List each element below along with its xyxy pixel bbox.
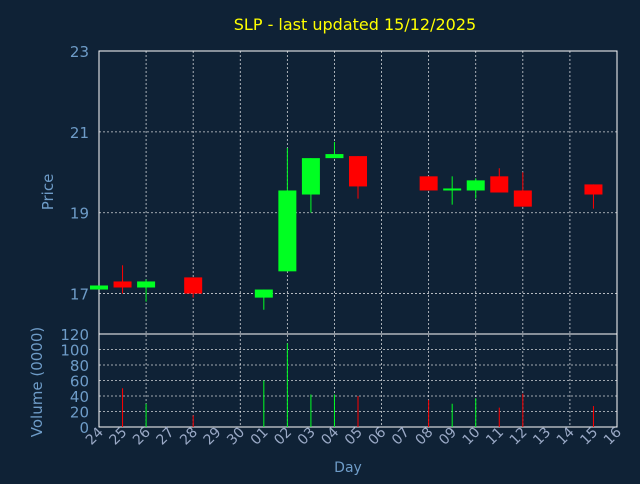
candle-body [254, 289, 273, 298]
x-tick-label: 05 [342, 425, 366, 449]
x-tick-label: 02 [271, 425, 295, 449]
candle-body [466, 180, 485, 191]
x-tick-label: 08 [413, 425, 437, 449]
candle-body [278, 190, 297, 272]
price-tick-label: 17 [70, 286, 89, 304]
candle-body [349, 156, 367, 187]
grid-layer [99, 50, 617, 427]
candle-body [584, 184, 603, 195]
x-tick-label: 27 [154, 425, 178, 449]
x-tick-label: 01 [248, 425, 272, 449]
x-tick-label: 06 [365, 424, 389, 448]
x-tick-label: 04 [318, 424, 342, 448]
candle-body [325, 154, 344, 159]
x-tick-label: 16 [601, 424, 625, 448]
volume-tick-label: 60 [70, 373, 89, 391]
label-layer: SLP - last updated 15/12/2025 Price Volu… [28, 15, 625, 476]
frame-layer [98, 50, 618, 428]
candle-body [443, 188, 462, 191]
x-tick-label: 30 [224, 425, 248, 449]
price-axis-label: Price [39, 174, 57, 211]
x-tick-label: 29 [201, 425, 225, 449]
candle-body [90, 285, 108, 290]
x-tick-label: 09 [436, 425, 460, 449]
x-tick-label: 28 [177, 425, 201, 449]
x-tick-label: 13 [530, 425, 554, 449]
volume-tick-label: 40 [70, 388, 89, 406]
x-tick-label: 07 [389, 425, 413, 449]
price-tick-label: 23 [70, 43, 89, 61]
candle-body [113, 281, 132, 288]
price-tick-label: 19 [70, 205, 89, 223]
candle-body [490, 176, 509, 193]
x-tick-label: 10 [460, 425, 484, 449]
x-axis-label: Day [334, 460, 362, 476]
x-tick-label: 15 [577, 425, 601, 449]
candle-layer [90, 141, 603, 310]
volume-tick-label: 120 [60, 326, 89, 344]
x-tick-label: 11 [483, 425, 507, 449]
candle-body [184, 277, 203, 294]
candle-body [419, 176, 438, 191]
price-tick-label: 21 [70, 124, 89, 142]
volume-tick-label: 80 [70, 357, 89, 375]
volume-tick-label: 20 [70, 404, 89, 422]
x-tick-label: 03 [295, 425, 319, 449]
volume-layer [122, 343, 594, 427]
x-tick-label: 12 [507, 425, 531, 449]
candle-body [301, 158, 320, 195]
x-tick-label: 25 [106, 425, 130, 449]
volume-tick-label: 0 [79, 419, 89, 437]
chart-title: SLP - last updated 15/12/2025 [234, 15, 476, 34]
candle-body [137, 281, 156, 288]
volume-axis-label: Volume (0000) [28, 327, 46, 437]
candle-body [513, 190, 532, 207]
x-tick-label: 26 [130, 424, 154, 448]
x-tick-label: 14 [554, 424, 578, 448]
volume-tick-label: 100 [60, 342, 89, 360]
